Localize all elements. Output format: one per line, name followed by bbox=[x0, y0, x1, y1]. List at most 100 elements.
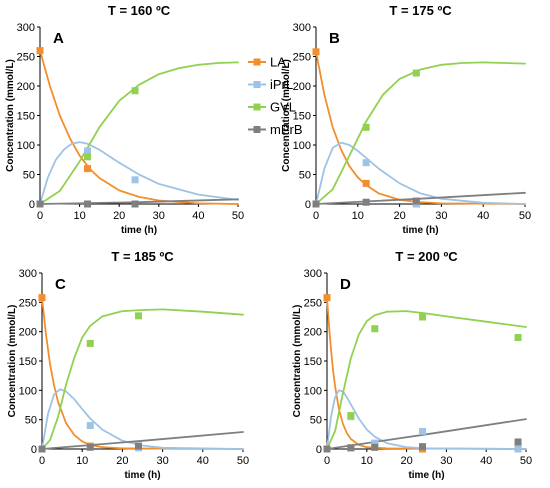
legend: LA iPrL GVL mPrB bbox=[248, 55, 303, 137]
x-tick-label: 50 bbox=[519, 210, 531, 222]
y-tick-label: 300 bbox=[293, 22, 311, 34]
panel-letter: A bbox=[53, 30, 64, 47]
x-tick-label: 10 bbox=[76, 455, 88, 467]
legend-marker-la bbox=[253, 58, 261, 66]
legend-marker-gvl bbox=[253, 103, 261, 111]
y-tick-label: 0 bbox=[316, 444, 322, 456]
series-line-mprb bbox=[326, 418, 527, 450]
chart-title: T = 185 ºC bbox=[111, 249, 174, 264]
chart-panel-d: T = 200 ºC D 0 50 100 150 200 250 300 0 10 20 30 40 50… bbox=[292, 249, 532, 481]
data-point-gvl bbox=[86, 339, 94, 347]
legend-marker-mprb bbox=[253, 126, 261, 133]
data-point-mprb bbox=[371, 443, 379, 451]
data-point-mprb bbox=[514, 438, 522, 446]
x-tick-label: 30 bbox=[435, 210, 447, 222]
x-axis-label: time (h) bbox=[124, 470, 160, 481]
series-line-iprl bbox=[41, 388, 244, 450]
x-tick-label: 10 bbox=[352, 210, 364, 222]
y-tick-label: 0 bbox=[29, 199, 35, 211]
data-point-mprb bbox=[412, 197, 420, 205]
data-point-iprl bbox=[131, 176, 139, 184]
legend-label-iprl: iPrL bbox=[270, 77, 293, 92]
y-axis-label: Concentration (mmol/L) bbox=[281, 59, 292, 172]
y-tick-label: 0 bbox=[305, 199, 311, 211]
x-tick-label: 20 bbox=[400, 455, 412, 467]
y-tick-label: 200 bbox=[304, 327, 322, 339]
data-point-mprb bbox=[36, 200, 44, 208]
chart-panel-a: T = 160 ºC A 0 50 100 150 200 250 300 0 10 20 30 40 50… bbox=[5, 3, 244, 236]
y-tick-label: 100 bbox=[304, 385, 322, 397]
data-point-mprb bbox=[131, 200, 139, 208]
x-tick-label: 20 bbox=[113, 210, 125, 222]
data-point-gvl bbox=[134, 312, 142, 320]
data-point-la bbox=[84, 165, 92, 173]
data-point-gvl bbox=[371, 325, 379, 333]
chart-panel-b: T = 175 ºC B 0 50 100 150 200 250 300 0 10 20 30 40 50… bbox=[281, 3, 531, 236]
data-point-mprb bbox=[86, 443, 94, 451]
y-tick-label: 50 bbox=[310, 415, 322, 427]
y-tick-label: 250 bbox=[293, 52, 311, 64]
y-tick-label: 150 bbox=[304, 356, 322, 368]
x-tick-label: 0 bbox=[37, 210, 43, 222]
y-tick-label: 0 bbox=[31, 444, 37, 456]
series-line-mprb bbox=[41, 431, 244, 450]
data-point-gvl bbox=[347, 412, 355, 420]
chart-panel-c: T = 185 ºC C 0 50 100 150 200 250 300 0 10 20 30 40 50… bbox=[7, 249, 249, 481]
legend-label-gvl: GVL bbox=[270, 100, 296, 115]
x-tick-label: 40 bbox=[197, 455, 209, 467]
data-point-mprb bbox=[134, 442, 142, 450]
data-point-iprl bbox=[84, 147, 92, 155]
y-tick-label: 200 bbox=[19, 327, 37, 339]
data-point-gvl bbox=[131, 87, 139, 95]
series-line-gvl bbox=[41, 308, 244, 450]
x-tick-label: 40 bbox=[480, 455, 492, 467]
series-line-iprl bbox=[315, 141, 526, 205]
data-point-mprb bbox=[347, 444, 355, 452]
series-line-gvl bbox=[326, 310, 527, 450]
x-tick-label: 0 bbox=[39, 455, 45, 467]
x-tick-label: 20 bbox=[116, 455, 128, 467]
x-tick-label: 0 bbox=[313, 210, 319, 222]
chart-title: T = 175 ºC bbox=[389, 3, 452, 18]
legend-marker-iprl bbox=[253, 81, 261, 88]
data-point-iprl bbox=[514, 445, 522, 453]
y-tick-label: 250 bbox=[17, 52, 35, 64]
data-point-mprb bbox=[419, 443, 427, 451]
x-tick-label: 40 bbox=[192, 210, 204, 222]
series-line-iprl bbox=[39, 141, 239, 205]
y-tick-label: 150 bbox=[293, 111, 311, 123]
y-tick-label: 250 bbox=[19, 297, 37, 309]
x-tick-label: 10 bbox=[73, 210, 85, 222]
y-tick-label: 100 bbox=[19, 385, 37, 397]
x-axis-label: time (h) bbox=[402, 225, 438, 236]
y-tick-label: 150 bbox=[19, 356, 37, 368]
x-axis-label: time (h) bbox=[408, 470, 444, 481]
series-line-gvl bbox=[39, 61, 239, 205]
x-tick-label: 30 bbox=[153, 210, 165, 222]
data-point-iprl bbox=[419, 427, 427, 435]
y-tick-label: 100 bbox=[17, 140, 35, 152]
x-tick-label: 20 bbox=[393, 210, 405, 222]
series-line-la bbox=[315, 50, 526, 205]
x-tick-label: 50 bbox=[237, 455, 249, 467]
data-point-mprb bbox=[84, 200, 92, 208]
data-point-la bbox=[362, 179, 370, 187]
y-tick-label: 200 bbox=[293, 81, 311, 93]
data-point-iprl bbox=[86, 422, 94, 430]
data-point-gvl bbox=[362, 123, 370, 131]
series-line-la bbox=[41, 296, 244, 450]
x-axis-label: time (h) bbox=[121, 225, 157, 236]
y-axis-label: Concentration (mmol/L) bbox=[7, 305, 18, 418]
data-point-mprb bbox=[312, 200, 320, 208]
panel-letter: D bbox=[340, 276, 351, 293]
x-tick-label: 10 bbox=[361, 455, 373, 467]
x-tick-label: 30 bbox=[156, 455, 168, 467]
data-point-mprb bbox=[323, 445, 331, 453]
series-line-la bbox=[326, 296, 527, 450]
x-tick-label: 0 bbox=[324, 455, 330, 467]
y-tick-label: 50 bbox=[23, 170, 35, 182]
data-point-mprb bbox=[362, 198, 370, 206]
y-tick-label: 100 bbox=[293, 140, 311, 152]
chart-title: T = 160 ºC bbox=[108, 3, 171, 18]
